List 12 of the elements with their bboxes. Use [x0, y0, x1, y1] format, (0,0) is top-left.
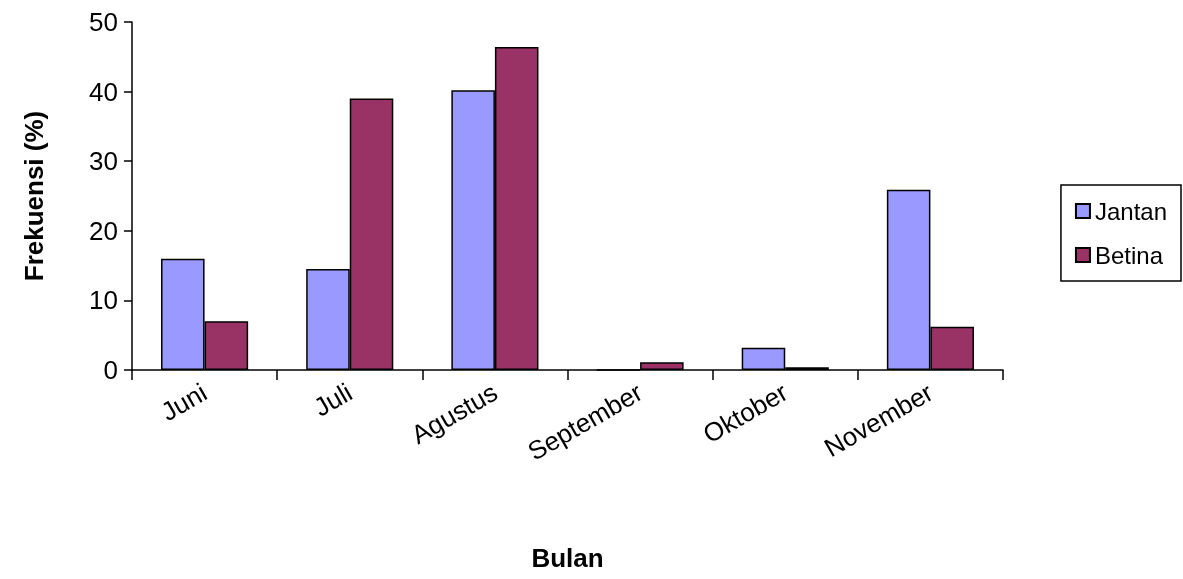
y-tick-label: 0 [103, 355, 118, 385]
x-axis-title: Bulan [531, 543, 604, 573]
y-tick-label: 10 [89, 285, 118, 316]
x-tick-label: Juni [155, 377, 213, 427]
y-tick-label: 30 [89, 146, 118, 177]
x-tick-label: Juli [308, 377, 358, 423]
y-axis-title: Frekuensi (%) [19, 110, 49, 282]
legend-label: Jantan [1094, 197, 1167, 225]
y-tick-label: 20 [89, 215, 118, 246]
y-tick-label: 40 [89, 76, 118, 107]
legend-label: Betina [1094, 241, 1164, 269]
y-tick-label: 50 [89, 7, 118, 37]
